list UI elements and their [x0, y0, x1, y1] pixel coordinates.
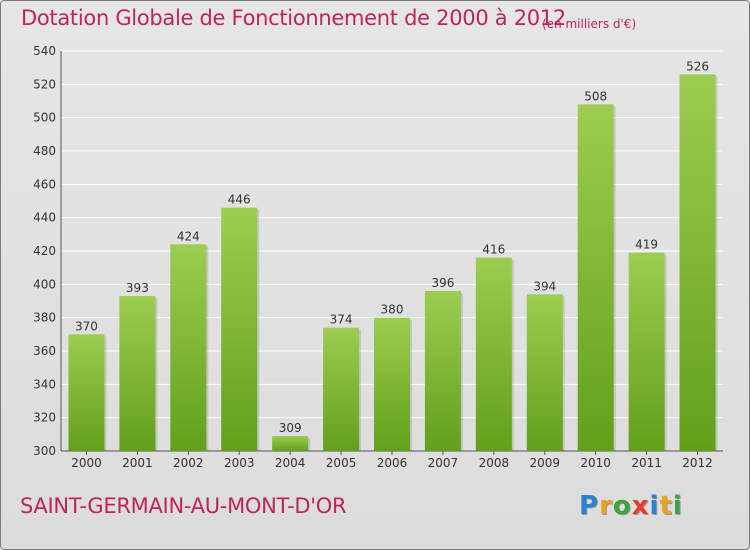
bar-value-label: 419 — [635, 238, 658, 252]
proxiti-logo: Proxiti — [579, 491, 683, 521]
y-tick-label: 480 — [33, 144, 56, 158]
logo-letter: o — [612, 491, 632, 521]
y-tick-label: 300 — [33, 444, 56, 458]
x-tick-label: 2007 — [428, 456, 459, 470]
bar-value-label: 446 — [228, 193, 251, 207]
labels: 370 2000 393 2001 424 2002 446 2003 309 2004 374 20… — [71, 59, 713, 470]
bar — [221, 207, 258, 451]
logo-letter: i — [672, 491, 683, 521]
y-tick-label: 460 — [33, 177, 56, 191]
y-tick-label: 420 — [33, 244, 56, 258]
y-tick-label: 440 — [33, 211, 56, 225]
x-tick-label: 2004 — [275, 456, 306, 470]
x-tick-label: 2011 — [631, 456, 662, 470]
y-tick-label: 340 — [33, 377, 56, 391]
chart-subtitle: (en milliers d'€) — [542, 17, 637, 31]
bar — [679, 74, 716, 451]
x-tick-label: 2001 — [122, 456, 153, 470]
bar-value-label: 380 — [381, 303, 404, 317]
x-tick-label: 2010 — [580, 456, 611, 470]
y-tick-label: 400 — [33, 277, 56, 291]
y-tick-label: 380 — [33, 311, 56, 325]
bar — [475, 257, 512, 451]
logo-letter: t — [659, 491, 673, 521]
commune-name: SAINT-GERMAIN-AU-MONT-D'OR — [20, 494, 347, 518]
bar-value-label: 393 — [126, 281, 149, 295]
bar-value-label: 309 — [279, 421, 302, 435]
y-tick-label: 360 — [33, 344, 56, 358]
bar-value-label: 508 — [584, 89, 607, 103]
bar — [68, 334, 105, 451]
bar — [577, 104, 614, 451]
logo-letter: x — [631, 491, 650, 521]
bar-value-label: 394 — [533, 279, 556, 293]
logo-letter: P — [579, 491, 600, 521]
y-tick-label: 320 — [33, 411, 56, 425]
bar-value-label: 370 — [75, 319, 98, 333]
logo-letter: i — [649, 491, 660, 521]
bar — [323, 327, 360, 451]
x-tick-label: 2012 — [682, 456, 713, 470]
logo-letter: r — [599, 491, 613, 521]
bar — [526, 294, 563, 451]
bar-value-label: 374 — [330, 313, 353, 327]
y-tick-label: 520 — [33, 77, 56, 91]
x-tick-label: 2009 — [529, 456, 560, 470]
bar-value-label: 526 — [686, 59, 709, 73]
y-tick-label: 540 — [33, 44, 56, 58]
x-tick-label: 2003 — [224, 456, 255, 470]
bar — [272, 436, 309, 451]
bar — [374, 317, 410, 451]
x-tick-label: 2006 — [377, 456, 408, 470]
bar — [424, 291, 461, 451]
bar-value-label: 396 — [431, 276, 454, 290]
bar — [628, 252, 665, 451]
x-tick-label: 2008 — [479, 456, 510, 470]
chart-title: Dotation Globale de Fonctionnement de 20… — [21, 6, 566, 30]
x-tick-label: 2005 — [326, 456, 357, 470]
bar-value-label: 424 — [177, 229, 200, 243]
bars — [68, 74, 718, 451]
y-tick-label: 500 — [33, 111, 56, 125]
x-tick-label: 2000 — [71, 456, 102, 470]
bar-value-label: 416 — [482, 243, 505, 257]
bar — [119, 296, 156, 451]
bar — [170, 244, 207, 451]
x-tick-label: 2002 — [173, 456, 204, 470]
